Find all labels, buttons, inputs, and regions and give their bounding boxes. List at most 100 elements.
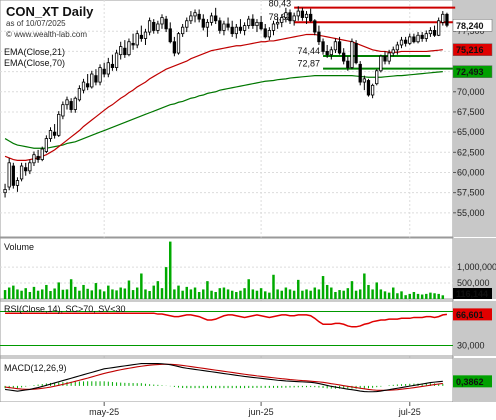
volume-bar: [197, 291, 201, 299]
volume-bar: [20, 290, 23, 299]
candle-down: [325, 51, 329, 56]
candle-down: [358, 63, 362, 83]
price-axis-tick-label: 62,500: [457, 147, 485, 157]
candle-down: [432, 30, 437, 36]
candle-up: [205, 21, 210, 28]
price-axis-tick-label: 70,000: [457, 87, 485, 97]
rsi-panel: 30,000 66,601 RSI(Close,14), SC>70, SV<30: [0, 300, 496, 357]
volume-panel: 500,000 1,000,000 116,144 Volume: [0, 237, 496, 300]
volume-bar: [396, 293, 399, 299]
candle-down: [346, 60, 350, 68]
candle-up: [32, 154, 36, 164]
volume-bar: [243, 288, 246, 299]
volume-bar: [140, 273, 143, 299]
level-line-label: 72,87: [298, 59, 321, 69]
volume-bar: [189, 289, 193, 299]
volume-bar: [169, 241, 172, 299]
volume-bar: [433, 293, 436, 299]
volume-bar: [24, 288, 27, 299]
volume-bar: [404, 295, 407, 299]
volume-bar: [292, 290, 296, 299]
candle-down: [102, 68, 106, 75]
candle-down: [288, 12, 292, 22]
candle-up: [424, 33, 428, 39]
candle-up: [391, 49, 395, 54]
volume-bar: [78, 290, 81, 299]
volume-bar: [268, 292, 271, 299]
candle-down: [11, 165, 15, 186]
candle-up: [127, 41, 131, 56]
candle-up: [242, 25, 247, 31]
candle-down: [152, 21, 156, 31]
volume-bar: [148, 291, 151, 299]
volume-bar: [255, 290, 259, 299]
volume-bar: [123, 288, 127, 299]
ema70-line: [4, 71, 443, 149]
candle-down: [309, 13, 313, 22]
volume-value-badge: [453, 288, 492, 299]
volume-bar: [160, 288, 164, 299]
candle-up: [362, 78, 366, 83]
price-candles: [3, 6, 449, 198]
candle-up: [247, 18, 251, 26]
price-value-badge: [452, 43, 493, 56]
candle-up: [7, 162, 11, 188]
volume-bar: [12, 285, 15, 299]
candle-up: [156, 23, 160, 31]
volume-bar: [135, 287, 139, 299]
candle-down: [366, 80, 371, 96]
candle-up: [147, 20, 152, 33]
x-axis-area: [0, 402, 496, 420]
volume-bar: [69, 279, 73, 299]
candle-down: [403, 39, 408, 44]
candle-up: [284, 12, 288, 18]
volume-bar: [330, 287, 333, 299]
candle-up: [65, 99, 69, 106]
volume-bar: [235, 291, 238, 299]
volume-bar: [375, 282, 378, 299]
candle-up: [3, 189, 7, 194]
price-axis-tick-label: 57,500: [457, 188, 485, 198]
volume-bar: [437, 293, 440, 299]
volume-value-label: 116,144: [456, 289, 488, 299]
level-line-label: 78,62: [269, 12, 292, 22]
candle-up: [255, 21, 259, 26]
macd-value-label: 0,3862: [456, 377, 484, 387]
volume-bar: [383, 291, 387, 299]
volume-bar: [346, 288, 350, 299]
candle-up: [176, 33, 181, 54]
candle-up: [40, 148, 44, 160]
site-credit: © www.wealth-lab.com: [6, 30, 87, 39]
rsi-lines: [0, 311, 453, 346]
rsi-line: [5, 312, 448, 328]
candle-down: [110, 63, 115, 68]
volume-bar: [115, 290, 118, 299]
candle-down: [383, 55, 387, 62]
candle-up: [428, 30, 433, 35]
candle-up: [416, 34, 420, 43]
volume-bar: [111, 289, 114, 299]
volume-bar: [185, 286, 189, 299]
volume-bar: [49, 291, 52, 299]
candle-up: [209, 15, 214, 23]
volume-bar: [193, 287, 197, 299]
volume-bar: [119, 287, 122, 299]
candle-up: [81, 81, 86, 91]
volume-bar: [420, 294, 424, 299]
candle-down: [230, 26, 234, 35]
candle-up: [160, 17, 164, 25]
ema21-label: EMA(Close,21): [4, 47, 65, 57]
volume-bar: [226, 289, 230, 299]
volume-bar: [342, 290, 345, 299]
candle-up: [73, 97, 77, 110]
volume-bar: [230, 290, 234, 299]
macd-signal-line: [4, 363, 443, 391]
candle-up: [106, 62, 110, 75]
candle-up: [98, 67, 102, 83]
candle-up: [61, 104, 65, 117]
price-axis-panel: [453, 0, 496, 237]
volume-bar: [156, 281, 160, 299]
candle-down: [313, 20, 317, 33]
volume-bar: [127, 280, 131, 299]
volume-bar: [57, 282, 60, 299]
